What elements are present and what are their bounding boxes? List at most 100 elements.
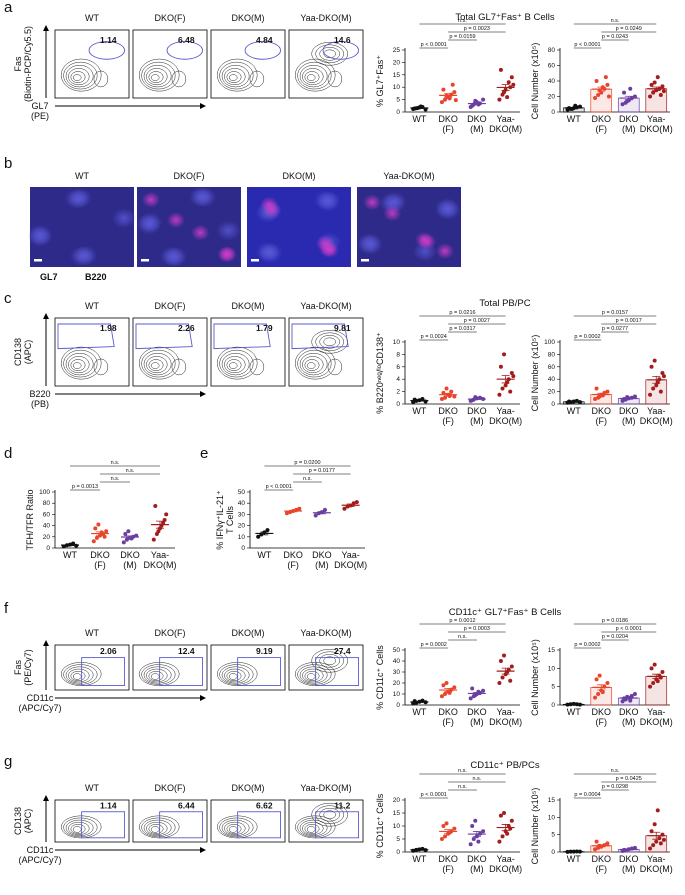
contour [150,74,160,81]
data-point [470,824,475,828]
sample-label: DKO(M) [232,13,265,23]
data-point [498,364,503,369]
data-point [660,84,665,89]
contour [148,71,164,83]
data-point [452,90,457,95]
data-point [284,511,289,516]
y-tick-label: 20 [548,94,556,101]
data-point [603,75,608,80]
data-point [594,839,599,844]
y-axis-label: Cell Number (x10⁵) [530,43,540,120]
sample-label: DKO(M) [283,171,316,181]
contour [302,668,324,683]
data-point [655,808,660,813]
gate-percentage: 1.14 [100,35,117,45]
contour [249,358,265,376]
y-tick-label: 60 [548,364,556,371]
flow-plot [54,29,130,99]
contour [226,359,242,371]
data-point [508,678,513,683]
x-tick-label: DKO (M) [312,550,332,570]
data-point [648,392,653,397]
data-point [471,837,476,841]
x-tick-label: WT [412,707,426,717]
gate [135,323,193,350]
dot-plot: 0 2 4 6 8 10 % B220ⁿᵉᵍ/ˡᵒCD138⁺ WT DKO (F) DKO (M)Y… [375,310,522,426]
data-point [632,394,637,399]
error-bar [472,398,481,400]
contour [219,817,254,838]
data-point [481,688,486,693]
y-axis-label: % B220ⁿᵉᵍ/ˡᵒCD138⁺ [375,332,385,414]
germinal-center [260,196,279,213]
significance-label: p = 0.0200 [294,460,320,466]
significance-label: p = 0.0298 [602,784,628,790]
gate [213,323,271,350]
error-bar [444,829,453,834]
significance-label: p = 0.0002 [421,642,447,648]
x-tick-label: Yaa-DKO(M) [144,550,177,570]
dot-plot: 0 20 40 60 80 100 TFH/TFR Ratio WT DKO (F) DKO (M)Y… [25,460,177,570]
data-point [441,87,446,92]
data-point [313,513,318,518]
data-point [632,692,637,696]
significance-label: p = 0.0186 [602,618,628,624]
data-point [497,839,502,844]
data-point [628,86,633,91]
data-point [497,681,502,685]
error-bar [66,544,74,546]
data-point [256,534,261,539]
y-tick-label: 20 [238,523,246,530]
y-tick-label: 0 [396,849,400,856]
section-title: Total GL7⁺Fas⁺ B Cells [455,12,555,23]
y-tick-label: 50 [393,647,401,654]
data-point [651,90,656,95]
contour [304,359,320,371]
contour [311,649,348,673]
data-point [648,846,653,851]
data-point [121,540,126,545]
y-tick-label: 20 [393,59,401,66]
y-tick-label: 25 [393,47,401,54]
x-tick-label: DKO (F) [438,114,458,134]
error-bar [501,375,510,384]
significance-label: p = 0.0317 [449,326,475,332]
contour [65,666,94,684]
contour [146,356,168,374]
sample-label: DKO(F) [174,171,205,181]
y-tick-label: 0 [241,545,245,552]
contour [65,353,94,376]
panel-letter: d [4,445,12,462]
contour [224,668,246,683]
data-point [98,533,102,538]
data-point [505,95,510,100]
data-point [654,383,659,388]
dot-plot: 0 10 20 30 40 50% IFNγ⁺IL-21⁺T Cells WT DKO (F) D… [215,460,367,570]
contour [294,58,336,92]
data-point [655,75,660,80]
contour [146,68,168,86]
significance-label: p = 0.0002 [574,334,600,340]
significance-label: p = 0.0024 [421,334,447,340]
y-axis-label: Cell Number (x10⁵) [530,788,540,865]
data-point [652,662,657,667]
flow-panel: WT1.14 DKO(F) 6.44 DKO(M) 6.62 Yaa-DKO(M) 11.2… [13,783,364,865]
x-tick-label: DKO (F) [591,406,611,426]
data-point [452,394,457,399]
data-point [439,100,444,105]
data-point [605,841,610,846]
data-point [593,847,598,852]
gate [159,811,204,839]
y-axis-label: Fas(Biotin-PCP/Cy5.5) [13,26,33,102]
data-point [597,673,602,678]
data-point [660,670,665,674]
contour [148,359,164,371]
sample-label: WT [75,171,89,181]
contour [221,353,250,376]
contour [141,61,176,90]
data-point [509,75,514,80]
data-point [600,690,605,695]
data-point [505,831,510,836]
data-point [104,529,109,534]
